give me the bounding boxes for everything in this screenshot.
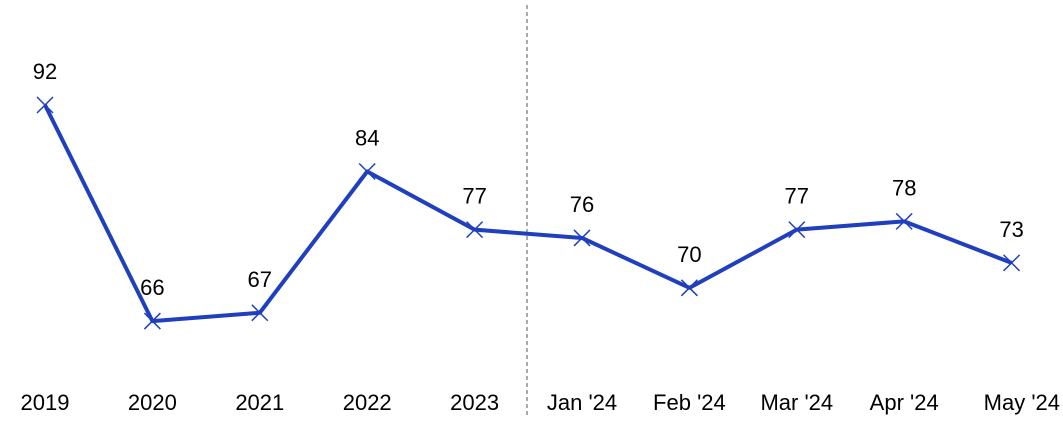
marker bbox=[36, 96, 54, 114]
data-label: 92 bbox=[33, 59, 57, 84]
x-tick-label: Mar '24 bbox=[760, 390, 833, 415]
x-tick-label: 2019 bbox=[21, 390, 70, 415]
data-label: 84 bbox=[355, 125, 379, 150]
data-label: 66 bbox=[140, 275, 164, 300]
marker bbox=[358, 162, 376, 181]
data-label: 78 bbox=[892, 175, 916, 200]
x-tick-label: Jan '24 bbox=[547, 390, 617, 415]
data-label: 77 bbox=[462, 184, 486, 209]
data-label: 67 bbox=[248, 267, 272, 292]
marker bbox=[680, 279, 698, 297]
data-line bbox=[43, 104, 1013, 324]
marker bbox=[1003, 254, 1021, 272]
marker bbox=[895, 212, 913, 230]
x-tick-label: May '24 bbox=[984, 390, 1060, 415]
x-tick-label: 2022 bbox=[343, 390, 392, 415]
marker bbox=[573, 229, 591, 247]
x-tick-label: 2023 bbox=[450, 390, 499, 415]
marker bbox=[788, 221, 806, 239]
data-label: 70 bbox=[677, 242, 701, 267]
x-tick-label: 2020 bbox=[128, 390, 177, 415]
marker bbox=[143, 312, 161, 330]
data-label: 76 bbox=[570, 192, 594, 217]
marker bbox=[466, 221, 484, 239]
x-tick-label: Feb '24 bbox=[653, 390, 726, 415]
marker bbox=[251, 304, 269, 322]
data-label: 73 bbox=[999, 217, 1023, 242]
x-tick-label: Apr '24 bbox=[870, 390, 939, 415]
x-tick-label: 2021 bbox=[235, 390, 284, 415]
data-label: 77 bbox=[785, 184, 809, 209]
